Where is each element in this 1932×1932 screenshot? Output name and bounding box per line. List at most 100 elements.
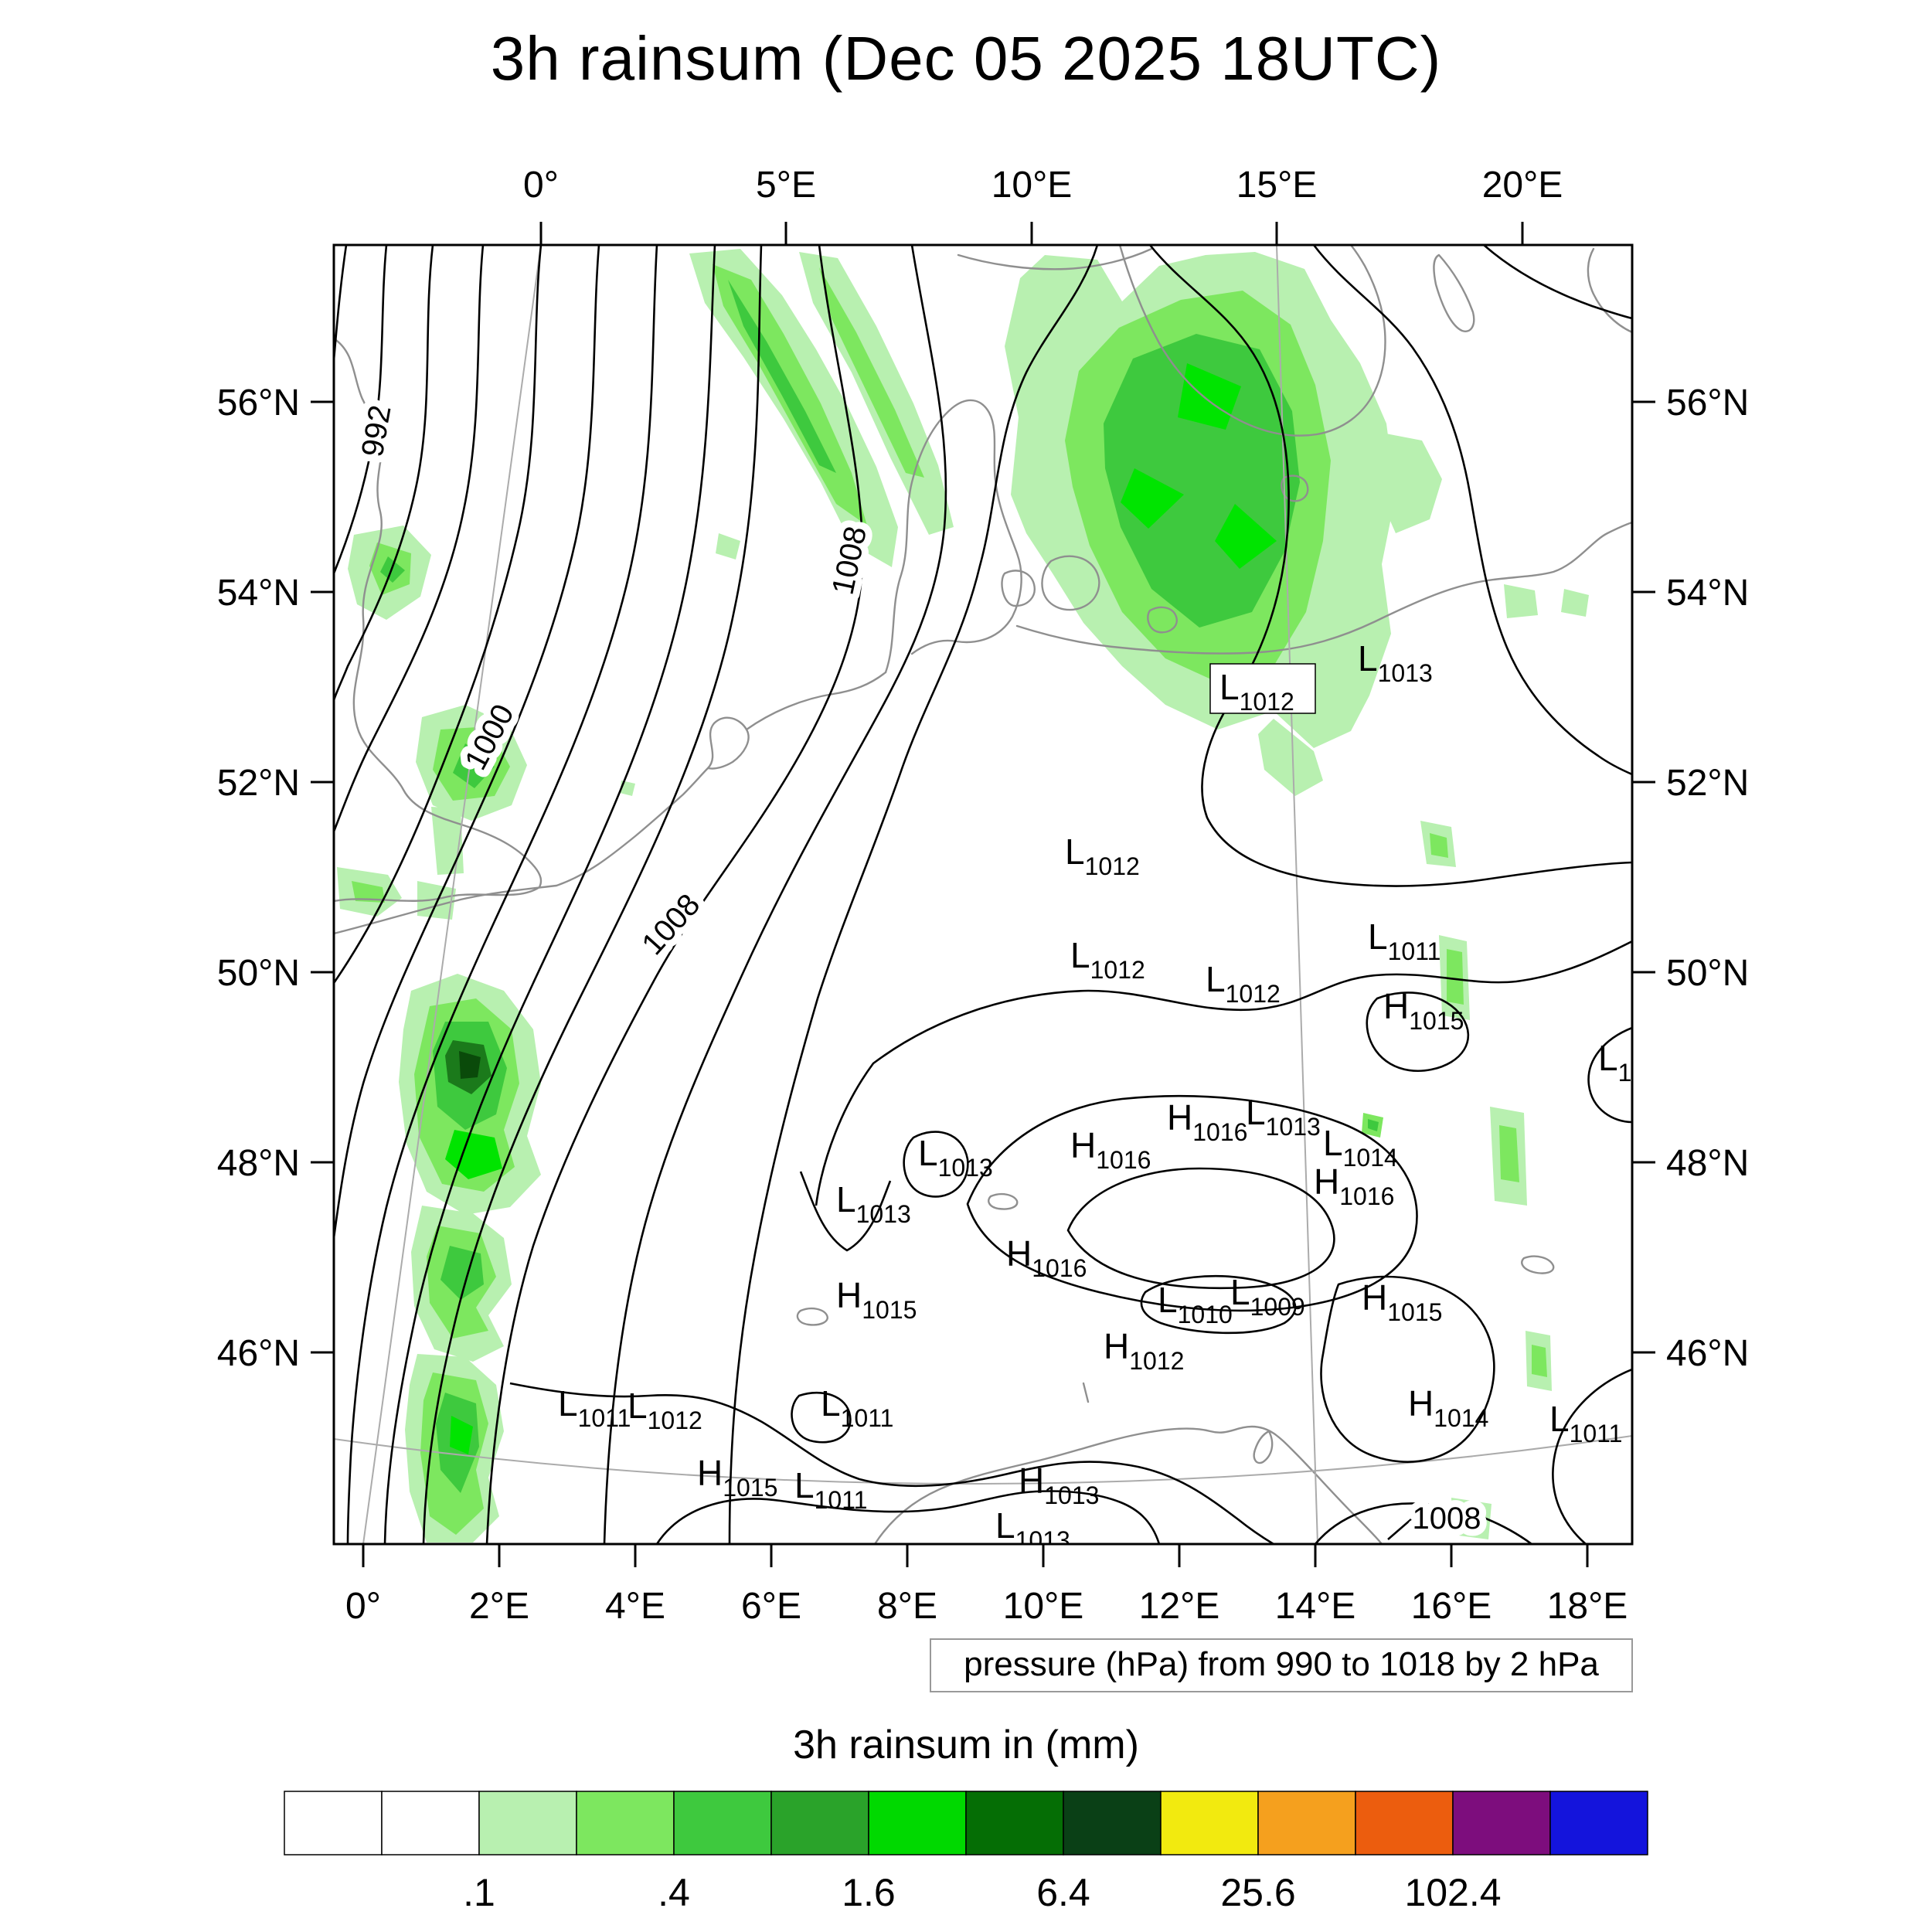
rain-patch: [1368, 1119, 1379, 1131]
pressure-center-label: L1011: [794, 1465, 867, 1514]
pressure-center-label: L1013: [995, 1505, 1070, 1554]
map-frame: [332, 243, 1634, 1546]
coastline: [988, 1192, 1019, 1210]
top-tick-label: 15°E: [1236, 165, 1318, 206]
coastline: [1521, 1255, 1555, 1274]
graticule-line: [334, 1435, 1632, 1485]
pressure-center-label: H1015: [697, 1453, 777, 1502]
colorbar-cell: [1452, 1791, 1551, 1855]
rain-patch: [819, 267, 924, 478]
top-tick-label: 5°E: [756, 165, 816, 206]
pressure-contour: [903, 1131, 969, 1198]
pressure-center-label: L1013: [918, 1133, 993, 1182]
colorbar-tick-label: 25.6: [1220, 1871, 1295, 1914]
pressure-contour: [1387, 1519, 1412, 1540]
colorbar-cell: [1355, 1791, 1454, 1855]
colorbar-tick-label: 102.4: [1404, 1871, 1501, 1914]
colorbar-cell: [1160, 1791, 1259, 1855]
colorbar-tick-label: .1: [463, 1871, 495, 1914]
pressure-contour: [334, 245, 600, 1239]
pressure-contour: [422, 245, 763, 1544]
pressure-contour: [1315, 1502, 1532, 1544]
pressure-center-label: H1015: [836, 1275, 917, 1324]
pressure-contour: [603, 245, 947, 1544]
pressure-contour: [1312, 245, 1632, 776]
pressure-contour: [728, 245, 1099, 1544]
rain-patch: [1532, 1345, 1547, 1377]
rain-patch: [450, 1416, 473, 1454]
pressure-contour: [509, 1382, 1274, 1544]
left-tick-label: 46°N: [217, 1333, 300, 1374]
pressure-contour: [334, 245, 434, 701]
pressure-center-label: H1015: [1362, 1277, 1442, 1326]
pressure-center-label: L1014: [1323, 1123, 1398, 1172]
pressure-center-label: H1014: [1408, 1383, 1488, 1432]
right-tick-label: 54°N: [1666, 573, 1749, 614]
left-tick-label: 50°N: [217, 953, 300, 994]
pressure-contour: [966, 1094, 1418, 1312]
rain-patch: [453, 743, 495, 788]
pressure-contour: [1366, 992, 1470, 1072]
colorbar-cell: [868, 1791, 967, 1855]
pressure-center-label: L1011: [558, 1383, 631, 1432]
rain-patch: [1447, 949, 1464, 1005]
pressure-center-label: H1012: [1104, 1326, 1184, 1375]
pressure-range-caption: pressure (hPa) from 990 to 1018 by 2 hPa: [930, 1638, 1633, 1692]
colorbar-cell: [673, 1791, 772, 1855]
pressure-center-label: L1012: [1070, 935, 1145, 984]
left-tick-label: 54°N: [217, 573, 300, 614]
pressure-contour: [334, 245, 485, 832]
graticule-line: [362, 245, 542, 1544]
colorbar-cell: [965, 1791, 1064, 1855]
pressure-contour: [1552, 1368, 1632, 1544]
bottom-tick-label: 6°E: [741, 1586, 801, 1627]
pressure-contour: [1483, 245, 1632, 320]
colorbar-cell: [381, 1791, 480, 1855]
pressure-contour: [1140, 1274, 1297, 1335]
bottom-tick-label: 8°E: [877, 1586, 937, 1627]
pressure-center-label: L1010: [1158, 1280, 1233, 1328]
pressure-center-label: L1013: [1358, 638, 1433, 687]
pressure-center-label: L1012: [1219, 667, 1294, 716]
coastline: [1041, 555, 1100, 611]
coastline: [873, 1425, 1383, 1544]
rain-patch: [1499, 1125, 1519, 1182]
coastline: [1587, 247, 1632, 334]
pressure-center-label: H1016: [1167, 1097, 1247, 1146]
pressure-label-box: [1209, 663, 1316, 714]
colorbar-tick-label: .4: [658, 1871, 690, 1914]
colorbar-cell: [576, 1791, 675, 1855]
top-tick-label: 0°: [523, 165, 559, 206]
coastline: [1015, 521, 1632, 655]
pressure-contour: [1148, 245, 1632, 887]
coastline: [796, 1307, 828, 1326]
rain-patch: [1215, 504, 1277, 569]
top-tick-label: 10°E: [992, 165, 1073, 206]
rain-patch: [1258, 719, 1323, 796]
pressure-center-label: L10: [1598, 1038, 1645, 1087]
right-tick-label: 46°N: [1666, 1333, 1749, 1374]
bottom-tick-label: 2°E: [469, 1586, 529, 1627]
pressure-center-label: L1012: [628, 1386, 702, 1434]
bottom-tick-label: 0°: [345, 1586, 381, 1627]
graticule-line: [1276, 245, 1318, 1544]
pressure-contour: [383, 245, 716, 1544]
pressure-center-label: H1015: [1383, 986, 1464, 1035]
contour-label: 1008: [1413, 1502, 1481, 1536]
pressure-center-label: L1013: [1246, 1092, 1321, 1141]
pressure-center-label: L1012: [1206, 959, 1281, 1008]
rain-patch: [1504, 584, 1538, 618]
coastline: [334, 767, 709, 935]
pressure-center-label: H1016: [1006, 1233, 1087, 1282]
rain-patch: [459, 1051, 481, 1079]
colorbar-cell: [284, 1791, 383, 1855]
rain-patch: [728, 280, 836, 473]
pressure-center-label: L1011: [821, 1383, 893, 1432]
coastline: [1001, 570, 1036, 607]
coastline: [957, 247, 1153, 270]
coastline: [1147, 606, 1178, 634]
right-tick-label: 52°N: [1666, 763, 1749, 804]
right-tick-label: 50°N: [1666, 953, 1749, 994]
